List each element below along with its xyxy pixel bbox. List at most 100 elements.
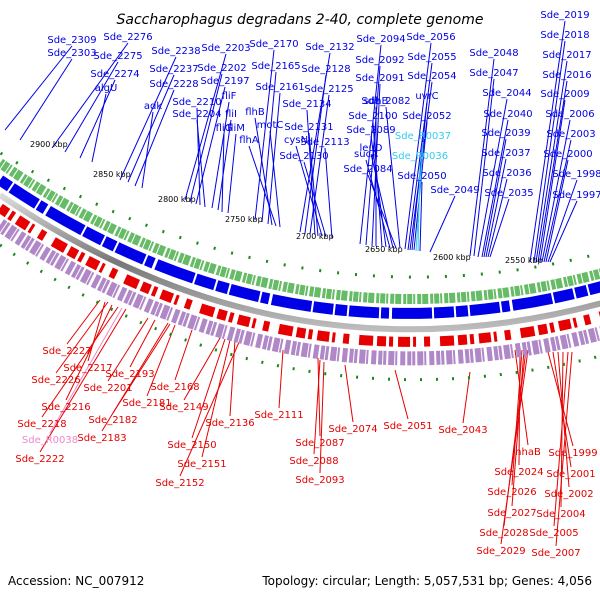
- reverse-callout-line: [462, 371, 471, 424]
- reverse-gene-label: Sde_2168: [150, 382, 199, 393]
- accession-text: Accession: NC_007912: [8, 574, 144, 588]
- reverse-gene-label: Sde_2002: [544, 489, 593, 500]
- reverse-gene-label: Sde_2043: [438, 425, 487, 436]
- reverse-callout-line: [174, 329, 193, 381]
- reverse-gene-label: Sde_2088: [289, 456, 338, 467]
- reverse-gene-label: Sde_2193: [105, 369, 154, 380]
- forward-callout-line: [404, 42, 432, 250]
- forward-gene-label: fliG: [216, 123, 233, 134]
- forward-gene-label: Sde_2131: [284, 122, 333, 133]
- gene-callout-layer: [4, 20, 578, 547]
- forward-gene-label: Sde_2275: [93, 51, 142, 62]
- forward-gene-label: Sde_2036: [482, 168, 531, 179]
- forward-gene-label: Sde_2238: [151, 46, 200, 57]
- forward-callout-line: [385, 106, 401, 249]
- forward-gene-label: Sde_2009: [540, 89, 589, 100]
- ruler-label-2550: 2550 kbp: [505, 256, 543, 265]
- forward-callout-line: [196, 119, 206, 208]
- forward-callout-line: [295, 145, 323, 237]
- reverse-callout-line: [317, 357, 321, 437]
- forward-rna-label: Sde_R0036: [392, 151, 448, 162]
- forward-gene-label: cysN: [284, 135, 308, 146]
- reverse-gene-label: Sde_2181: [122, 398, 171, 409]
- forward-callout-line: [119, 56, 177, 181]
- reverse-callout-line: [49, 307, 123, 434]
- forward-gene-label: Sde_2035: [484, 188, 533, 199]
- forward-gene-label: Sde_2048: [469, 48, 518, 59]
- reverse-callout-line: [511, 349, 525, 507]
- forward-gene-label: sucA: [354, 149, 378, 160]
- forward-gene-label: Sde_2170: [249, 39, 298, 50]
- reverse-gene-label: Sde_2005: [529, 528, 578, 539]
- forward-gene-label: Sde_2125: [304, 84, 353, 95]
- forward-callout-line: [407, 62, 433, 251]
- ruler-label-2850: 2850 kbp: [93, 170, 131, 179]
- reverse-gene-label: Sde_2027: [487, 508, 536, 519]
- ruler-label-2750: 2750 kbp: [225, 215, 263, 224]
- forward-callout-line: [487, 178, 508, 258]
- forward-gene-label: Sde_2019: [540, 10, 589, 21]
- forward-gene-label: Sde_2134: [282, 99, 331, 110]
- reverse-callout-line: [66, 299, 101, 345]
- forward-gene-label: Sde_2204: [172, 109, 221, 120]
- reverse-gene-label: Sde_2183: [77, 433, 126, 444]
- reverse-gene-label: Sde_2028: [479, 528, 528, 539]
- reverse-callout-line: [313, 359, 321, 455]
- forward-gene-label: algU: [95, 83, 118, 94]
- forward-gene-label: Sde_2228: [149, 79, 198, 90]
- reverse-callout-line: [87, 301, 106, 362]
- forward-callout-line: [537, 80, 568, 263]
- reverse-gene-label: Sde_2029: [476, 546, 525, 557]
- forward-gene-label: Sde_2016: [542, 70, 591, 81]
- forward-callout-line: [359, 44, 382, 245]
- forward-gene-label: leuD: [360, 143, 383, 154]
- reverse-gene-label: Sde_2024: [494, 467, 543, 478]
- reverse-callout-line: [229, 339, 236, 417]
- forward-gene-label: Sde_2276: [103, 32, 152, 43]
- forward-gene-label: sdhB: [364, 96, 389, 107]
- ruler-label-2700: 2700 kbp: [296, 232, 334, 241]
- reverse-gene-label: Sde_2226: [31, 375, 80, 386]
- forward-callout-line: [429, 195, 456, 253]
- track-layer: [0, 150, 600, 382]
- forward-gene-label: Sde_2197: [200, 76, 249, 87]
- forward-gene-label: Sde_2132: [305, 42, 354, 53]
- reverse-gene-label: Sde_1999: [548, 448, 597, 459]
- forward-callout-line: [308, 132, 319, 237]
- forward-gene-label: Sde_2000: [543, 149, 592, 160]
- forward-gene-label: motC: [257, 120, 284, 131]
- forward-gene-label: Sde_2303: [47, 48, 96, 59]
- reverse-cog-color-band: [0, 219, 600, 366]
- forward-gene-label: Sde_2017: [542, 50, 591, 61]
- forward-callout-line: [64, 61, 119, 153]
- forward-callout-line: [417, 161, 421, 252]
- forward-rna-label: Sde_R0037: [395, 131, 451, 142]
- forward-callout-line: [221, 133, 225, 213]
- reverse-gene-label: Sde_2182: [88, 415, 137, 426]
- forward-gene-label: Sde_2082: [361, 96, 410, 107]
- forward-gene-label: Sde_2055: [407, 52, 456, 63]
- reverse-gene-label: Sde_2007: [531, 548, 580, 559]
- reverse-callout-line: [107, 317, 149, 382]
- forward-callout-line: [365, 65, 381, 246]
- forward-callout-line: [261, 71, 277, 223]
- reverse-callout-line: [557, 351, 570, 488]
- forward-gene-label: Sde_2054: [407, 71, 456, 82]
- forward-callout-line: [473, 78, 495, 257]
- reverse-gene-label: nhaB: [515, 447, 541, 458]
- forward-gene-label: Sde_2056: [406, 32, 455, 43]
- forward-gene-label: Sde_2128: [301, 64, 350, 75]
- forward-callout-line: [541, 119, 571, 263]
- forward-callout-line: [217, 119, 232, 211]
- forward-gene-label: Sde_2049: [430, 185, 479, 196]
- reverse-callout-line: [183, 337, 221, 401]
- reverse-gene-label: Sde_2093: [295, 475, 344, 486]
- reverse-callout-line: [344, 364, 354, 423]
- forward-cog-color-band: [0, 158, 600, 304]
- forward-gene-label: Sde_2203: [201, 43, 250, 54]
- forward-callout-line: [141, 111, 154, 189]
- reverse-gene-label: Sde_2216: [41, 402, 90, 413]
- forward-callout-line: [134, 89, 175, 187]
- forward-callout-line: [419, 181, 423, 252]
